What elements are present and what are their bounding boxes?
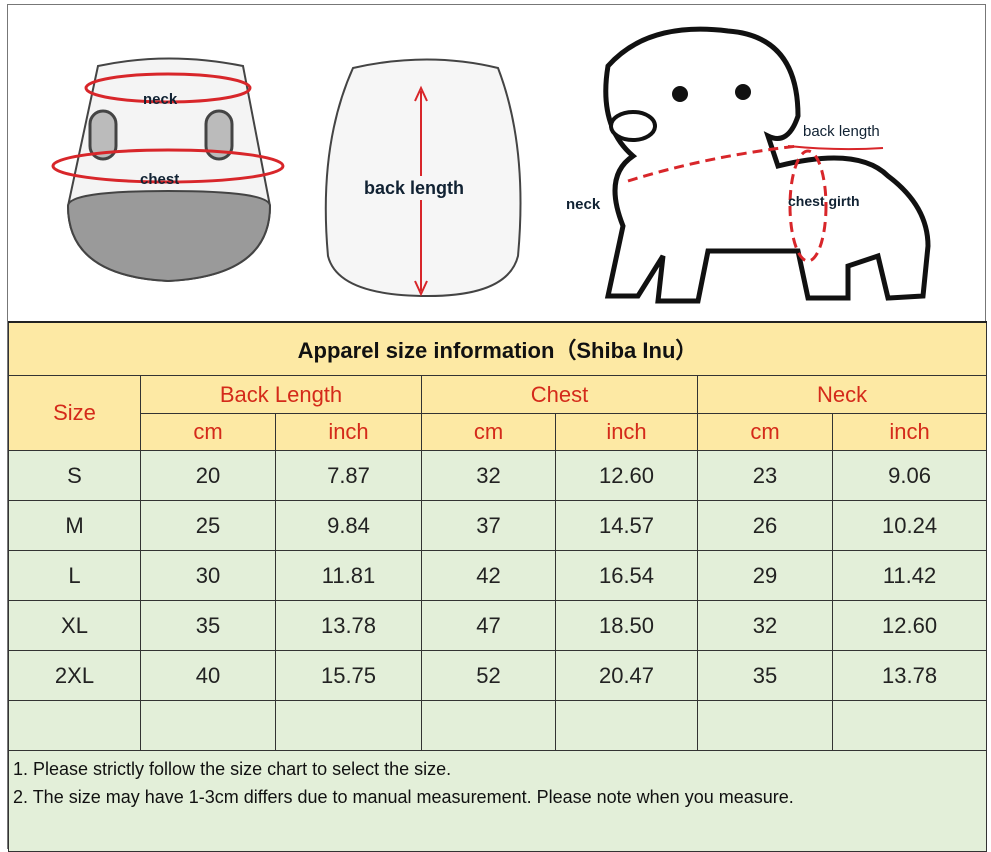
table-title: Apparel size information（Shiba Inu）	[7, 321, 988, 376]
value-cell: 14.57	[555, 500, 698, 551]
table-row: XL 35 13.78 47 18.50 32 12.60	[8, 600, 988, 651]
dog-back-length-label: back length	[803, 123, 880, 140]
empty-cell	[8, 700, 141, 751]
size-cell: L	[8, 550, 141, 601]
value-cell: 35	[697, 650, 833, 701]
value-cell: 20.47	[555, 650, 698, 701]
value-cell: 37	[421, 500, 556, 551]
value-cell: 16.54	[555, 550, 698, 601]
value-cell: 7.87	[275, 450, 422, 501]
dog-illustration: back length neck chest girth	[566, 26, 931, 304]
unit-header: inch	[275, 413, 422, 451]
unit-header: cm	[697, 413, 833, 451]
dog-chest-girth-label: chest girth	[788, 193, 860, 209]
unit-header: inch	[555, 413, 698, 451]
value-cell: 40	[140, 650, 276, 701]
notes: 1. Please strictly follow the size chart…	[7, 750, 988, 852]
note: 2. The size may have 1-3cm differs due t…	[13, 787, 794, 807]
unit-header: inch	[831, 413, 988, 451]
back-length-label: back length	[364, 178, 464, 198]
table-row: L 30 11.81 42 16.54 29 11.42	[8, 550, 988, 601]
empty-cell	[831, 700, 988, 751]
unit-header: cm	[421, 413, 556, 451]
value-cell: 18.50	[555, 600, 698, 651]
value-cell: 13.78	[831, 650, 988, 701]
unit-header: cm	[140, 413, 276, 451]
size-cell: XL	[8, 600, 141, 651]
empty-cell	[140, 700, 276, 751]
value-cell: 52	[421, 650, 556, 701]
value-cell: 12.60	[555, 450, 698, 501]
size-cell: M	[8, 500, 141, 551]
measurement-illustrations: neck chest back length back length neck …	[8, 6, 985, 320]
value-cell: 42	[421, 550, 556, 601]
value-cell: 11.81	[275, 550, 422, 601]
size-table: Apparel size information（Shiba Inu） Size…	[7, 321, 988, 852]
vest-back-illustration: back length	[324, 58, 522, 298]
size-header: Size	[8, 375, 141, 451]
group-header: Neck	[696, 375, 988, 414]
neck-label: neck	[143, 91, 178, 108]
value-cell: 23	[697, 450, 833, 501]
value-cell: 13.78	[275, 600, 422, 651]
empty-cell	[555, 700, 698, 751]
table-row: S 20 7.87 32 12.60 23 9.06	[8, 450, 988, 501]
value-cell: 32	[697, 600, 833, 651]
vest-front-illustration: neck chest	[51, 57, 285, 283]
value-cell: 11.42	[831, 550, 988, 601]
value-cell: 47	[421, 600, 556, 651]
value-cell: 12.60	[831, 600, 988, 651]
value-cell: 26	[697, 500, 833, 551]
empty-cell	[275, 700, 422, 751]
value-cell: 9.84	[275, 500, 422, 551]
value-cell: 29	[697, 550, 833, 601]
value-cell: 20	[140, 450, 276, 501]
value-cell: 10.24	[831, 500, 988, 551]
empty-cell	[697, 700, 833, 751]
value-cell: 9.06	[831, 450, 988, 501]
group-header: Back Length	[140, 375, 422, 414]
value-cell: 25	[140, 500, 276, 551]
value-cell: 15.75	[275, 650, 422, 701]
note: 1. Please strictly follow the size chart…	[13, 759, 452, 779]
empty-cell	[421, 700, 556, 751]
size-cell: 2XL	[8, 650, 141, 701]
value-cell: 35	[140, 600, 276, 651]
value-cell: 32	[421, 450, 556, 501]
dog-neck-label: neck	[566, 196, 601, 213]
value-cell: 30	[140, 550, 276, 601]
table-row: 2XL 40 15.75 52 20.47 35 13.78	[8, 650, 988, 701]
table-row: M 25 9.84 37 14.57 26 10.24	[8, 500, 988, 551]
group-header: Chest	[421, 375, 698, 414]
size-cell: S	[8, 450, 141, 501]
chest-label: chest	[140, 171, 179, 188]
